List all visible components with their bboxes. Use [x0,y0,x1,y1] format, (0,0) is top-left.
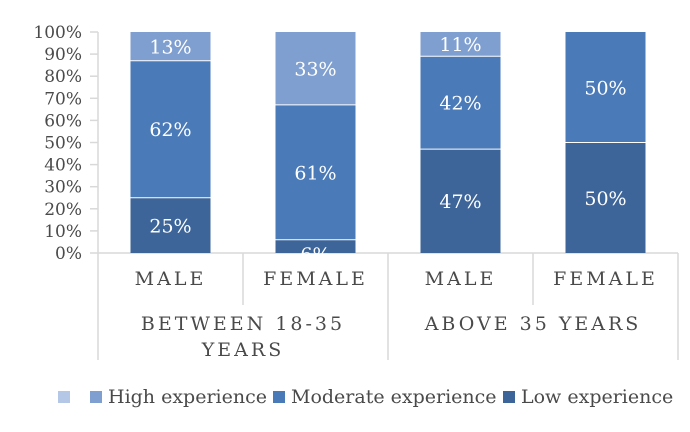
data-label: 61% [294,162,336,184]
y-tick-label: 80% [44,67,82,87]
x-group-label: BETWEEN 18-35 [141,313,345,335]
y-tick-label: 50% [44,134,82,154]
x-category-label: FEMALE [263,268,368,290]
labels-layer: 25% 62% 13% 6% 61% 33% 47% 42% 11% 50% 50% [149,34,626,266]
bar-segment-moderate-experience [130,60,211,198]
y-tick-label: 90% [44,45,82,65]
legend-swatch [58,391,70,403]
legend-swatch [273,391,285,403]
data-label: 6% [300,244,330,266]
y-tick-label: 60% [44,111,82,131]
legend-label: High experience [108,386,267,408]
data-label: 62% [149,119,191,141]
bar-segment-low-experience [130,197,211,253]
bars-layer [130,32,646,253]
y-tick-label: 30% [44,178,82,198]
bar-segment-moderate-experience [420,56,501,150]
x-category-label: MALE [135,268,207,290]
x-group-label: YEARS [201,339,284,361]
bar-segment-high-experience [130,32,211,61]
legend-label: Low experience [521,386,673,408]
legend-label: Moderate experience [291,386,497,408]
bar-segment-low-experience [565,142,646,253]
bar-segment-high-experience [275,32,356,105]
y-tick-label: 0% [55,244,82,264]
y-tick-label: 10% [44,222,82,242]
x-category-label: FEMALE [553,268,658,290]
y-tick-label: 70% [44,89,82,109]
data-label: 33% [294,58,336,80]
data-label: 25% [149,215,191,237]
data-label: 42% [439,93,481,115]
bar-segment-low-experience [275,239,356,253]
y-tick-label: 100% [33,23,82,43]
x-group-label: ABOVE 35 YEARS [424,313,642,335]
bar-segment-moderate-experience [275,104,356,240]
x-category-label: MALE [425,268,497,290]
data-label: 50% [584,77,626,99]
data-label: 50% [584,188,626,210]
y-tick-label: 20% [44,200,82,220]
data-label: 11% [439,34,481,56]
bar-segment-high-experience [420,32,501,57]
bar-segment-moderate-experience [565,32,646,143]
legend: High experience Moderate experience Low ex… [58,386,673,408]
legend-swatch [90,391,102,403]
legend-swatch [503,391,515,403]
y-tick-label: 40% [44,156,82,176]
data-label: 47% [439,191,481,213]
data-label: 13% [149,36,191,58]
bar-segment-low-experience [420,149,501,253]
